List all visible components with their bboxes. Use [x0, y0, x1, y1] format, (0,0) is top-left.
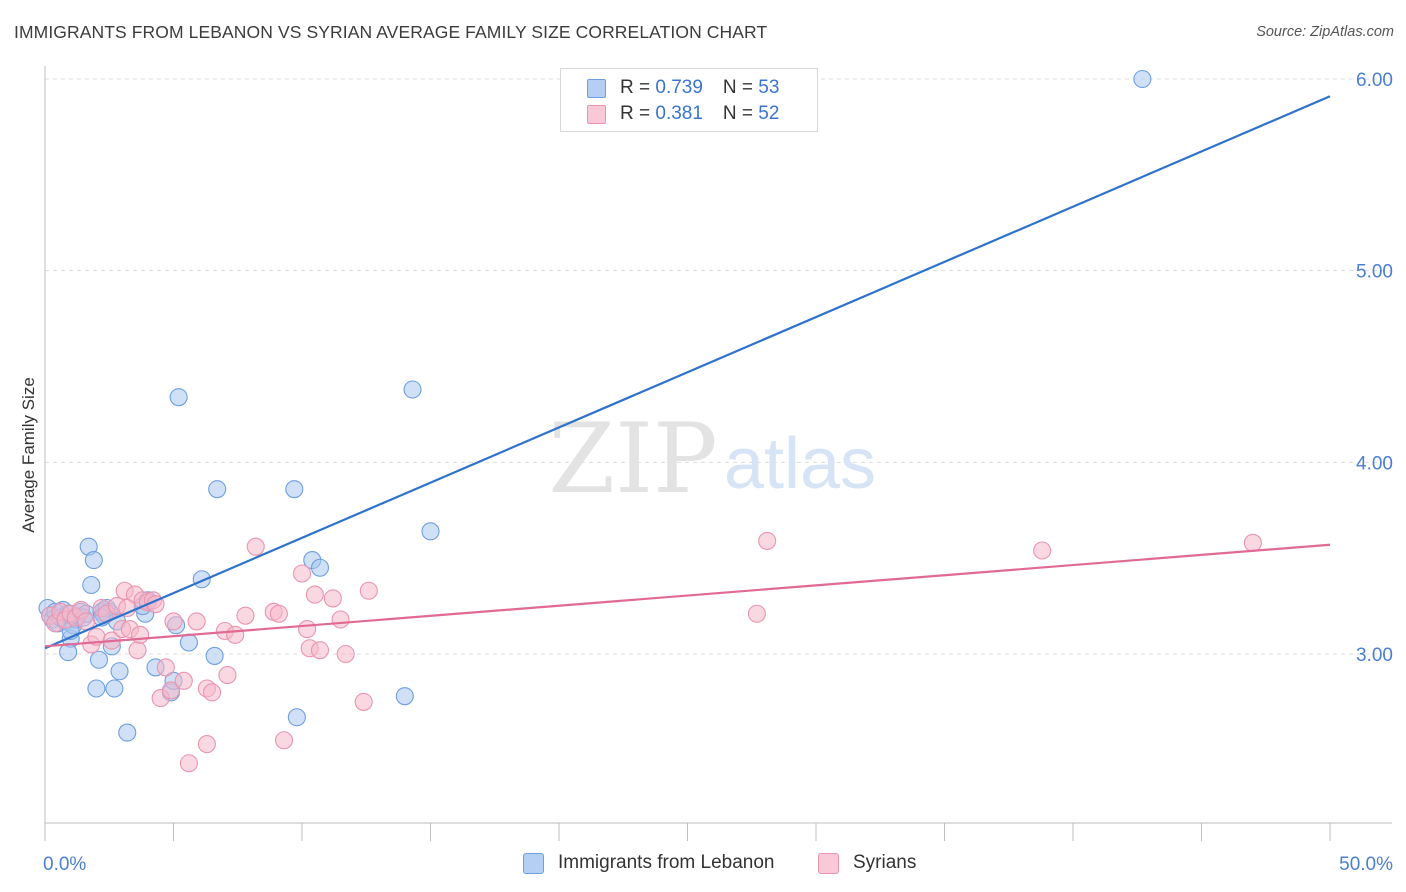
point-lebanon [87, 679, 106, 698]
point-syrians [218, 666, 237, 685]
series-legend-label: Syrians [853, 852, 917, 873]
point-syrians [298, 620, 317, 639]
point-lebanon [169, 388, 188, 407]
point-syrians [747, 604, 766, 623]
point-syrians [1033, 541, 1052, 560]
series-legend-syrians: Syrians [818, 852, 916, 874]
x-tick-label: 50.0% [1339, 854, 1393, 875]
point-syrians [758, 531, 777, 550]
legend-r-value: 0.739 [655, 77, 703, 98]
source-label: Source: ZipAtlas.com [1256, 24, 1394, 40]
legend-row-lebanon: R = 0.739 N = 53 [587, 76, 779, 100]
trend-line-syrians [44, 543, 1331, 648]
point-syrians [310, 641, 330, 660]
point-lebanon [59, 643, 78, 662]
legend-n-label: N = [722, 103, 759, 124]
point-syrians [359, 581, 378, 600]
chart-title: IMMIGRANTS FROM LEBANON VS SYRIAN AVERAG… [14, 22, 768, 42]
legend-n-label: N = [722, 77, 759, 98]
point-lebanon [285, 480, 304, 499]
point-syrians [292, 564, 312, 583]
point-syrians [203, 683, 222, 702]
y-tick-label: 4.00 [1356, 453, 1393, 474]
legend-row-syrians: R = 0.381 N = 52 [587, 102, 779, 126]
series-swatch-blue [523, 852, 544, 874]
tick-labels: 3.00 4.00 5.00 6.00 0.0% 50.0% [43, 70, 1393, 875]
y-axis-title: Average Family Size [19, 377, 38, 533]
gridlines [45, 78, 1392, 655]
series-legend-label: Immigrants from Lebanon [558, 852, 775, 873]
point-lebanon [84, 551, 103, 570]
point-syrians [128, 641, 147, 660]
point-syrians [274, 731, 294, 750]
axes [44, 66, 1392, 841]
point-lebanon [421, 522, 440, 541]
point-lebanon [403, 380, 422, 399]
point-syrians [236, 606, 255, 625]
legend-r-label: R = [620, 77, 656, 98]
legend-r-value: 0.381 [655, 103, 703, 124]
point-syrians [156, 658, 175, 677]
point-syrians [1243, 533, 1262, 552]
legend-swatch-pink [587, 104, 606, 124]
point-syrians [187, 612, 206, 631]
point-lebanon [179, 633, 198, 652]
point-syrians [164, 612, 183, 631]
point-syrians [269, 604, 288, 623]
watermark-atlas: atlas [724, 424, 876, 504]
point-syrians [331, 610, 350, 629]
series-legend-lebanon: Immigrants from Lebanon [523, 852, 775, 874]
point-lebanon [205, 646, 224, 665]
y-tick-label: 3.00 [1356, 645, 1393, 666]
point-lebanon [105, 679, 124, 698]
y-tick-label: 6.00 [1356, 70, 1393, 91]
point-syrians [336, 644, 355, 664]
point-syrians [179, 754, 198, 773]
point-lebanon [310, 558, 330, 577]
correlation-legend: R = 0.739 N = 53 R = 0.381 N = 52 [560, 68, 818, 132]
legend-n-value: 52 [758, 103, 780, 124]
point-lebanon [82, 575, 101, 595]
point-syrians [226, 625, 245, 644]
x-tick-label: 0.0% [43, 854, 86, 875]
point-syrians [174, 671, 193, 690]
point-lebanon [395, 687, 414, 706]
point-syrians [354, 692, 373, 711]
point-lebanon [208, 480, 227, 499]
point-lebanon [118, 723, 137, 742]
series-legend: Immigrants from Lebanon Syrians [0, 852, 1406, 878]
point-syrians [197, 735, 216, 754]
point-lebanon [1133, 69, 1152, 89]
point-syrians [246, 537, 265, 556]
legend-swatch-blue [587, 78, 606, 98]
y-tick-label: 5.00 [1356, 262, 1393, 283]
point-lebanon [110, 662, 129, 681]
point-lebanon [89, 650, 109, 669]
watermark: ZIP atlas [548, 403, 876, 515]
point-syrians [131, 625, 150, 644]
point-syrians [161, 681, 180, 700]
point-syrians [323, 589, 342, 608]
point-syrians [305, 585, 324, 604]
watermark-zip: ZIP [548, 403, 717, 515]
trend-line-lebanon [44, 95, 1331, 650]
legend-r-label: R = [620, 103, 656, 124]
series-swatch-pink [818, 852, 839, 874]
legend-n-value: 53 [758, 77, 780, 98]
point-lebanon [287, 708, 306, 727]
trend-lines [44, 95, 1331, 650]
